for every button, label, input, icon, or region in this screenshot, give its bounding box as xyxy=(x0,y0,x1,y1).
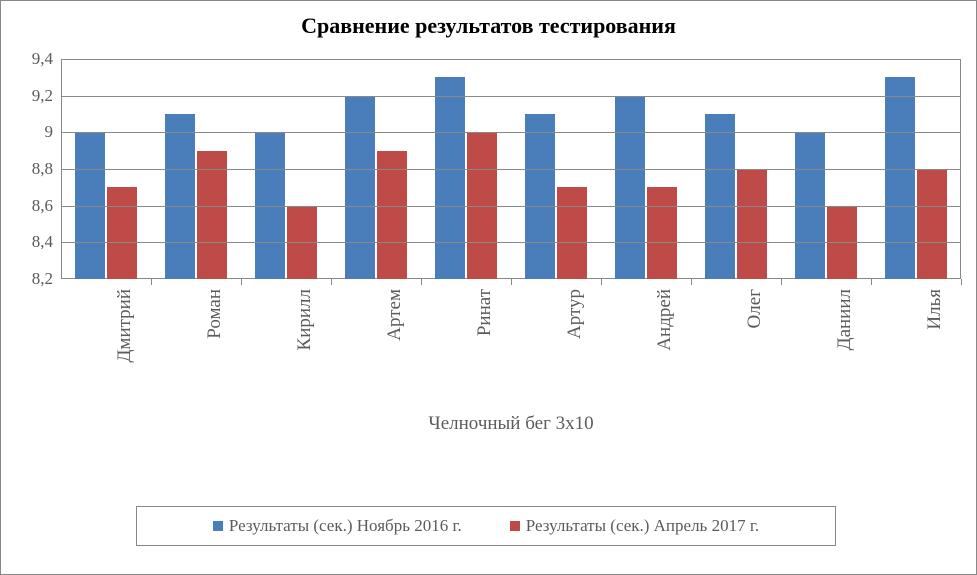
category-label: Олег xyxy=(744,289,766,328)
gridline xyxy=(61,169,961,170)
category-label: Ринат xyxy=(474,289,496,336)
bar xyxy=(435,77,465,279)
legend-swatch xyxy=(213,521,223,531)
chart-title: Сравнение результатов тестирования xyxy=(1,1,976,47)
bar xyxy=(107,187,137,279)
gridline xyxy=(61,242,961,243)
bar xyxy=(917,169,947,279)
y-tick-label: 8,6 xyxy=(32,196,53,216)
category-label: Роман xyxy=(204,289,226,339)
legend-item: Результаты (сек.) Ноябрь 2016 г. xyxy=(213,516,462,536)
bar xyxy=(737,169,767,279)
x-tick-mark xyxy=(331,279,332,285)
legend-label: Результаты (сек.) Ноябрь 2016 г. xyxy=(229,516,462,536)
y-tick-label: 8,4 xyxy=(32,232,53,252)
bar xyxy=(705,114,735,279)
bar xyxy=(885,77,915,279)
gridline xyxy=(61,96,961,97)
category-label: Кирилл xyxy=(294,289,316,350)
legend-item: Результаты (сек.) Апрель 2017 г. xyxy=(510,516,759,536)
category-label: Артур xyxy=(564,289,586,339)
plot-region: 8,28,48,68,899,29,4ДмитрийРоманКириллАрт… xyxy=(61,59,961,279)
legend: Результаты (сек.) Ноябрь 2016 г. Результа… xyxy=(136,506,836,546)
x-tick-mark xyxy=(601,279,602,285)
legend-swatch xyxy=(510,521,520,531)
category-label: Илья xyxy=(924,289,946,330)
chart-container: Сравнение результатов тестирования 8,28,… xyxy=(0,0,977,575)
bar xyxy=(345,96,375,279)
bar xyxy=(615,96,645,279)
gridline xyxy=(61,59,961,60)
gridline xyxy=(61,132,961,133)
x-tick-mark xyxy=(691,279,692,285)
bar xyxy=(525,114,555,279)
category-label: Андрей xyxy=(654,289,676,351)
y-tick-label: 9 xyxy=(45,122,54,142)
bar xyxy=(557,187,587,279)
y-tick-label: 9,2 xyxy=(32,86,53,106)
category-label: Артем xyxy=(384,289,406,341)
x-tick-mark xyxy=(421,279,422,285)
y-tick-label: 9,4 xyxy=(32,49,53,69)
gridline xyxy=(61,206,961,207)
x-tick-mark xyxy=(511,279,512,285)
bar xyxy=(165,114,195,279)
y-tick-label: 8,8 xyxy=(32,159,53,179)
x-tick-mark xyxy=(151,279,152,285)
category-label: Даниил xyxy=(834,289,856,350)
x-tick-mark xyxy=(781,279,782,285)
x-axis-title: Челночный бег 3x10 xyxy=(61,413,961,435)
x-tick-mark xyxy=(241,279,242,285)
legend-label: Результаты (сек.) Апрель 2017 г. xyxy=(526,516,759,536)
y-tick-label: 8,2 xyxy=(32,269,53,289)
x-tick-mark xyxy=(871,279,872,285)
category-label: Дмитрий xyxy=(114,289,136,363)
x-tick-mark xyxy=(961,279,962,285)
bar xyxy=(647,187,677,279)
